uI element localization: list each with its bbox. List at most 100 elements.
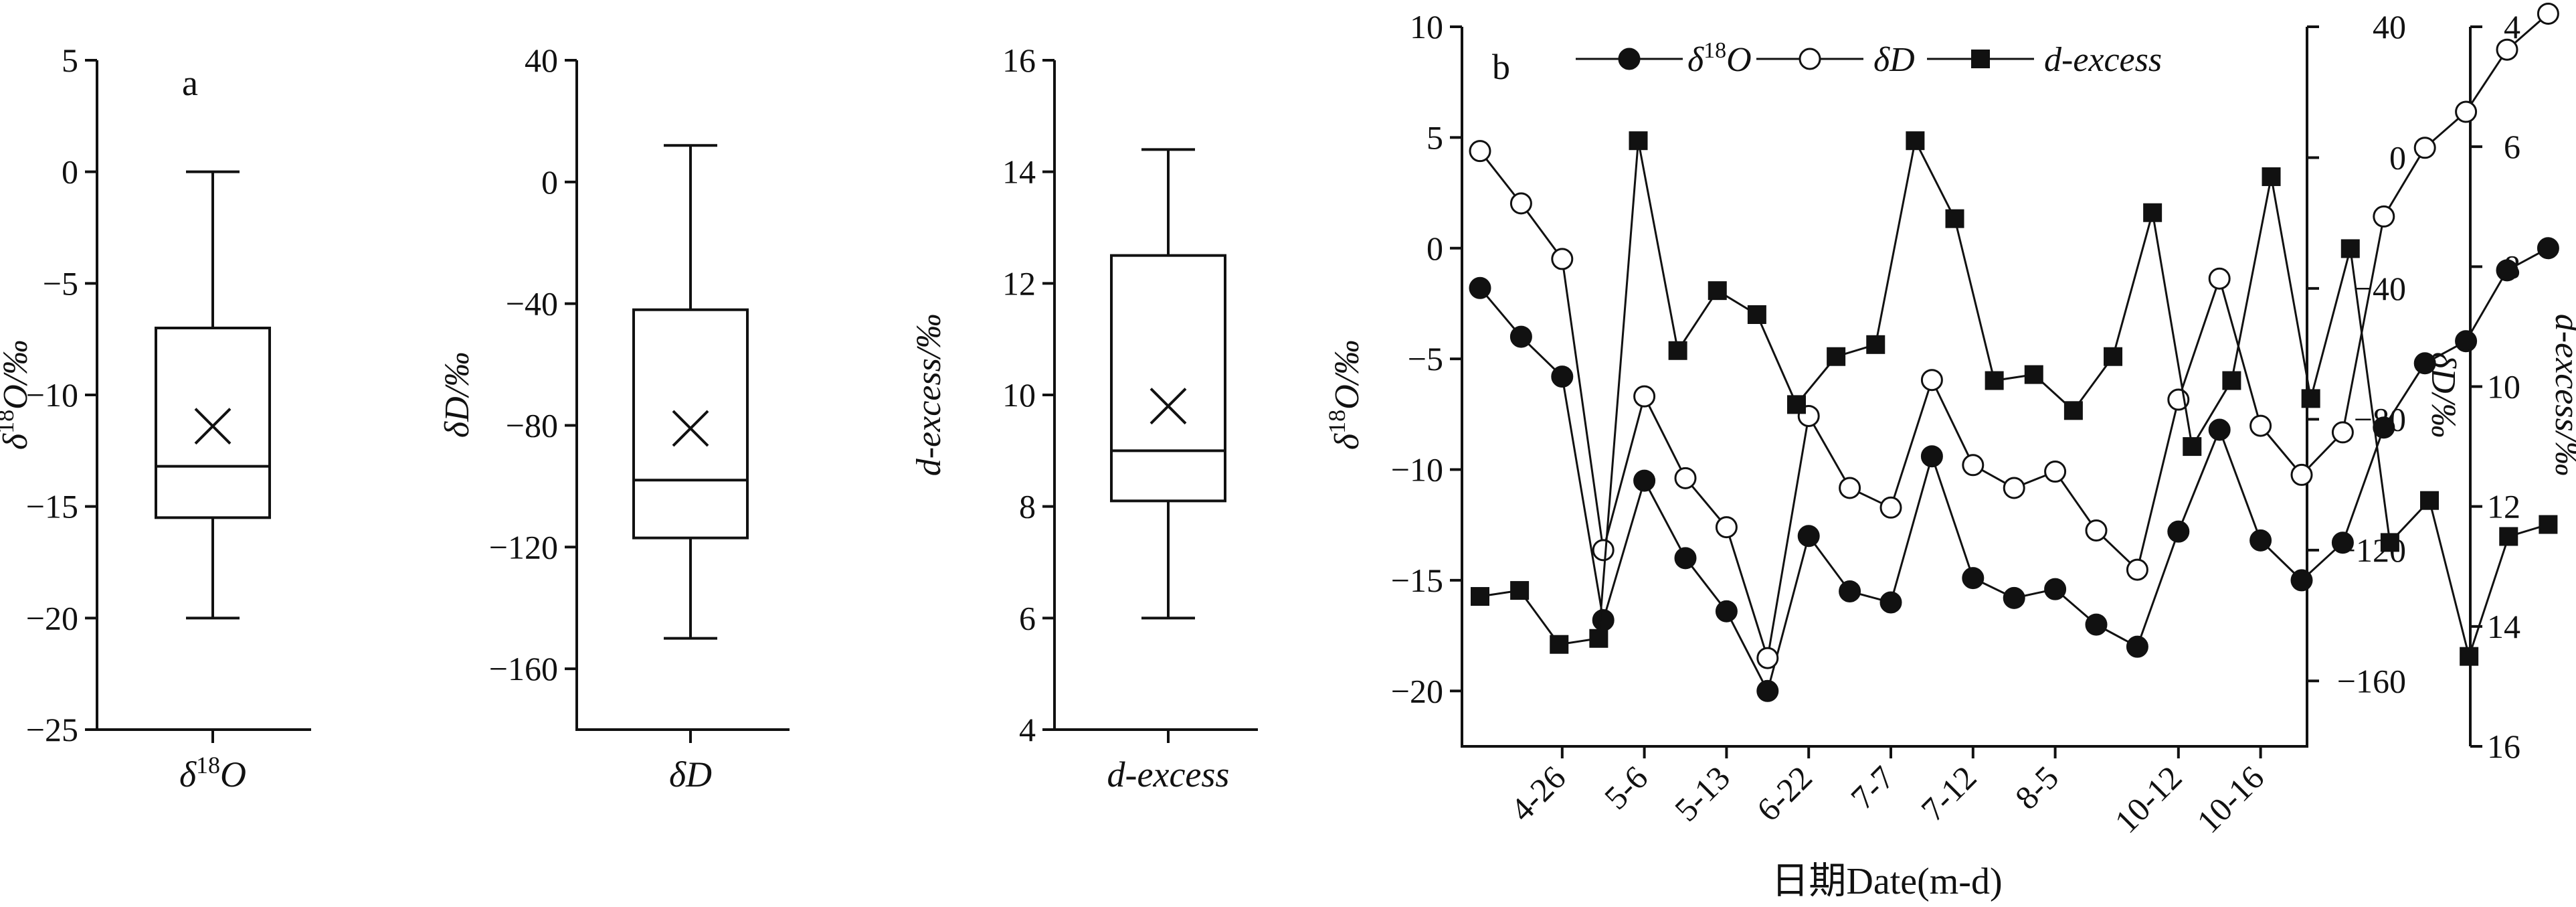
series-line-d18o xyxy=(1479,247,2549,694)
y-tick-label-dexcess: 6 xyxy=(1019,599,1036,637)
data-point-dd xyxy=(2126,558,2148,581)
y-tick-label-dd: −80 xyxy=(506,406,558,444)
data-point-dd xyxy=(2331,421,2354,444)
data-point-dd xyxy=(2044,461,2067,483)
data-point-dexcess xyxy=(2460,647,2479,666)
data-point-dd xyxy=(1633,385,1656,408)
data-point-d18o xyxy=(1756,679,1779,702)
panel-label-a: a xyxy=(182,63,198,103)
y-axis-title-dd: δD/‰ xyxy=(438,352,476,438)
data-point-d18o xyxy=(1797,525,1820,548)
category-label-dexcess: d-excess xyxy=(1107,754,1230,795)
data-point-dd xyxy=(1469,140,1491,163)
data-point-dd xyxy=(1879,496,1902,519)
data-point-d18o xyxy=(2085,613,2108,636)
data-point-d18o xyxy=(2373,416,2395,439)
data-point-dexcess xyxy=(2340,239,2360,258)
y-ticks-d18o: 5 0 −5 −10 −15 −20 −25 xyxy=(26,42,97,748)
mean-marker-d18o xyxy=(194,408,232,445)
x-tick-label-b: 10-16 xyxy=(2189,758,2271,840)
data-point-dexcess xyxy=(2301,389,2320,408)
data-point-dexcess xyxy=(1747,305,1766,324)
data-point-dexcess xyxy=(2262,167,2281,186)
series-group-b xyxy=(1469,2,2559,702)
legend-marker-dexcess xyxy=(1971,50,1990,68)
data-point-dexcess xyxy=(1550,635,1569,654)
data-point-d18o xyxy=(1839,580,1861,602)
data-point-dexcess xyxy=(1589,629,1608,648)
data-point-d18o xyxy=(1715,600,1738,623)
data-point-dexcess xyxy=(1906,131,1925,151)
data-point-dd xyxy=(1920,369,1943,392)
data-point-dexcess xyxy=(2024,365,2043,384)
data-point-d18o xyxy=(2455,330,2478,353)
data-point-dd xyxy=(1509,192,1532,215)
data-point-dexcess xyxy=(2420,491,2440,510)
y-tick-label-dd: −40 xyxy=(506,285,558,323)
data-point-d18o xyxy=(2290,569,2313,592)
iqr-box-dexcess xyxy=(1110,254,1226,503)
data-point-dexcess xyxy=(1510,581,1530,600)
y-axis-title-right-dd-b: δD/‰ xyxy=(2424,352,2462,438)
data-point-d18o xyxy=(1551,365,1574,388)
y-tick-label-dd: 0 xyxy=(541,163,558,201)
y-tick-label-left-b: 10 xyxy=(1410,8,1443,46)
y-tick-label-right-dexcess-b: 10 xyxy=(2487,368,2520,406)
series-line-dexcess xyxy=(1479,137,2549,660)
data-point-dexcess xyxy=(2143,203,2163,222)
data-point-d18o xyxy=(1962,567,1985,590)
data-point-d18o xyxy=(1674,547,1697,570)
y-tick-label-right-dd-b: −160 xyxy=(2337,662,2406,699)
x-tick-label-b: 4-26 xyxy=(1503,758,1572,828)
data-point-d18o xyxy=(2537,237,2559,260)
x-tick-label-b: 7-12 xyxy=(1914,758,1983,828)
x-tick-label-b: 8-5 xyxy=(2008,758,2066,817)
data-point-dexcess xyxy=(2104,347,2123,366)
y-ticks-right-dexcess-b: 46810121416 xyxy=(2470,8,2520,765)
axis-frame-dd xyxy=(575,60,790,731)
y-tick-label-right-dd-b: 0 xyxy=(2389,139,2406,176)
y-tick-label-left-b: −15 xyxy=(1391,562,1443,599)
data-point-dd xyxy=(1962,454,1985,477)
y-tick-label-right-dexcess-b: 16 xyxy=(2487,728,2520,765)
y-axis-title-left-b: δ18O/‰ xyxy=(1323,340,1366,450)
y-tick-label-dexcess: 16 xyxy=(1002,42,1036,79)
y-ticks-dd: 40 0 −40 −80 −120 −160 xyxy=(489,42,577,687)
y-tick-label-dd: −120 xyxy=(489,528,558,566)
data-point-dd xyxy=(2290,463,2313,486)
data-point-d18o xyxy=(1633,469,1656,492)
boxplot-d18o xyxy=(155,170,271,620)
data-point-dexcess xyxy=(2499,527,2518,546)
y-tick-label-d18o: −25 xyxy=(26,711,78,748)
data-point-dexcess xyxy=(2380,533,2399,552)
x-ticks-b: 4-26 5-6 5-13 6-22 7-7 7-12 8-5 10-12 10-16 xyxy=(1503,746,2271,840)
data-point-dexcess xyxy=(1827,347,1846,366)
legend-label-d18o: δ18O xyxy=(1687,38,1752,79)
data-point-d18o xyxy=(2003,586,2025,609)
x-axis-title-b: 日期Date(m-d) xyxy=(1771,861,2002,902)
x-tick-label-b: 10-12 xyxy=(2107,758,2189,840)
data-point-d18o xyxy=(2167,520,2190,543)
boxplot-dd xyxy=(632,144,749,640)
y-tick-label-dd: 40 xyxy=(525,42,558,79)
y-tick-label-d18o: 5 xyxy=(62,42,78,79)
y-tick-label-left-b: −5 xyxy=(1408,340,1443,378)
iqr-box-d18o xyxy=(155,327,271,519)
legend-label-dd: δD xyxy=(1873,41,1915,79)
data-point-dd xyxy=(1551,248,1574,270)
box-panel-dd: 40 0 −40 −80 −120 −160 δD δD/‰ xyxy=(438,42,790,795)
y-tick-label-d18o: −10 xyxy=(26,376,78,414)
box-panel-d18o: 5 0 −5 −10 −15 −20 −25 a δ18O δ18O/‰ xyxy=(0,42,311,795)
category-label-d18o: δ18O xyxy=(179,752,246,795)
y-tick-label-right-dd-b: 40 xyxy=(2373,8,2406,46)
iqr-box-dd xyxy=(632,308,749,540)
data-point-dd xyxy=(1592,539,1615,562)
y-tick-label-right-dexcess-b: 12 xyxy=(2487,488,2520,525)
data-point-dexcess xyxy=(2539,515,2558,534)
data-point-d18o xyxy=(2044,578,2067,600)
data-point-dd xyxy=(2496,38,2518,61)
y-axis-title-dexcess: d-excess/‰ xyxy=(910,314,948,477)
y-ticks-dexcess: 16 14 12 10 8 6 4 xyxy=(1002,42,1054,748)
y-tick-label-left-b: −10 xyxy=(1391,451,1443,489)
